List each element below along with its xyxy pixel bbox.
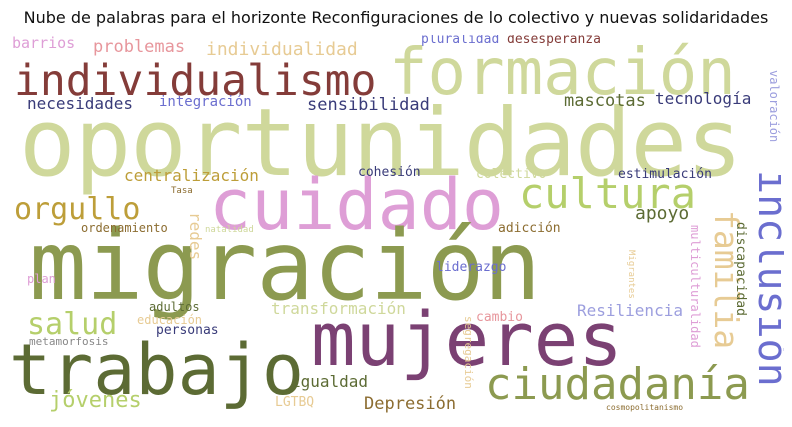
word-natalidad: natalidad <box>205 225 254 235</box>
word-cosmopolitanismo: cosmopolitanismo <box>606 403 684 412</box>
word-formacion: formación <box>389 36 736 110</box>
word-pluralidad: pluralidad <box>421 35 500 47</box>
word-migrantes: Migrantes <box>626 250 636 299</box>
word-adiccion: adicción <box>498 221 561 236</box>
word-depresion: Depresión <box>364 394 457 414</box>
word-adultos: adultos <box>149 300 200 314</box>
word-integracion: integración <box>159 94 252 110</box>
word-orgullo: orgullo <box>14 192 141 227</box>
word-individualismo: individualismo <box>14 56 377 106</box>
word-redes: redes <box>186 212 205 261</box>
word-sensibilidad: sensibilidad <box>307 95 430 115</box>
word-problemas: problemas <box>93 37 186 57</box>
word-educacion: educación <box>137 313 203 327</box>
word-liderazgo: liderazgo <box>436 260 507 275</box>
word-trabajo: trabajo <box>9 329 305 411</box>
word-jovenes: jóvenes <box>49 388 142 413</box>
word-tasa: Tasa <box>171 186 193 196</box>
word-migracion: migración <box>29 210 541 322</box>
word-plan: plan <box>27 272 56 286</box>
word-individualidad: individualidad <box>206 39 358 60</box>
word-resiliencia: Resiliencia <box>577 301 683 320</box>
word-igualdad: igualdad <box>291 372 369 391</box>
word-necesidades: necesidades <box>27 94 133 113</box>
word-metamorfosis: metamorfosis <box>29 335 109 348</box>
word-barrios: barrios <box>12 35 76 52</box>
word-mujeres: mujeres <box>311 297 623 383</box>
word-cuidado: cuidado <box>209 164 505 246</box>
word-ordenamiento: ordenamiento <box>81 221 168 235</box>
word-tecnologia: tecnología <box>655 89 752 108</box>
word-cambio: cambio <box>476 310 523 325</box>
word-valoracion: valoración <box>767 70 781 143</box>
word-ciudadania: ciudadanía <box>485 359 750 410</box>
word-apoyo: apoyo <box>635 203 690 224</box>
word-centralizacion: centralización <box>124 166 259 185</box>
word-oportunidades: oportunidades <box>19 89 743 198</box>
word-transformacion: transformación <box>271 299 406 318</box>
word-multiculturalidad: multiculturalidad <box>688 225 702 348</box>
word-discapacidad: discapacidad <box>733 222 748 316</box>
word-cultura: cultura <box>519 169 697 218</box>
word-cloud: oportunidades formación individualismo c… <box>9 35 784 422</box>
word-salud: salud <box>27 307 118 342</box>
word-inclusion: inclusión <box>749 170 784 387</box>
word-desesperanza: desesperanza <box>507 35 601 47</box>
word-colectivo: colectivo <box>476 167 547 182</box>
word-lgtbq: LGTBQ <box>275 395 315 410</box>
word-cohesion: cohesión <box>358 165 421 180</box>
word-segregacion: segregación <box>462 316 475 389</box>
word-personas: personas <box>156 323 219 338</box>
word-mascotas: mascotas <box>564 91 646 111</box>
word-estimulacion: estimulación <box>618 167 712 182</box>
page-title: Nube de palabras para el horizonte Recon… <box>23 8 769 27</box>
